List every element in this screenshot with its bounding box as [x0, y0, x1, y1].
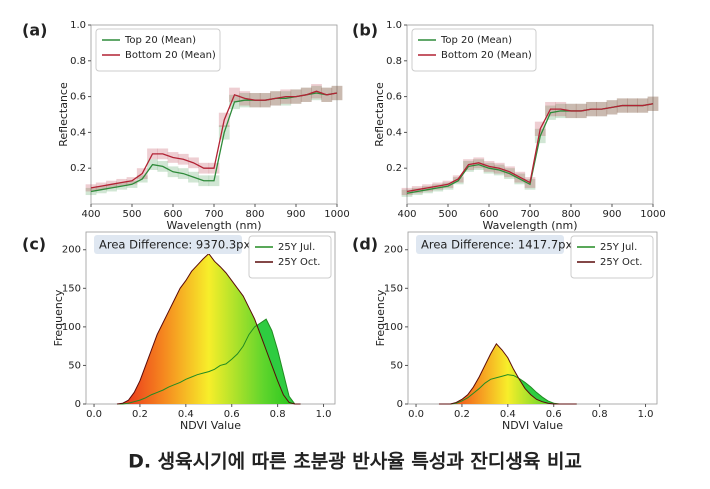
x-tick-label: 0.0 [408, 409, 424, 420]
annotation-box [94, 235, 242, 254]
y-tick-label: 0.6 [70, 92, 86, 103]
x-tick-label: 500 [438, 209, 457, 220]
panel-label: (c) [22, 235, 46, 254]
x-tick-label: 0.4 [178, 409, 194, 420]
y-tick-label: 150 [62, 283, 81, 294]
x-tick-label: 0.2 [454, 409, 470, 420]
y-tick-label: 0.4 [70, 127, 86, 138]
x-tick-label: 1.0 [638, 409, 654, 420]
y-tick-label: 200 [384, 245, 403, 256]
x-tick-label: 0.6 [224, 409, 240, 420]
x-axis-label: Wavelength (nm) [166, 219, 261, 232]
x-tick-label: 600 [163, 209, 182, 220]
y-tick-label: 0.4 [386, 127, 402, 138]
caption: D. 생육시기에 따른 초분광 반사율 특성과 잔디생육 비교 [128, 451, 582, 473]
y-tick-label: 0.8 [70, 56, 86, 67]
x-tick-label: 0.8 [592, 409, 608, 420]
series-line [438, 343, 577, 405]
y-tick-label: 100 [384, 322, 403, 333]
legend-box [95, 28, 221, 72]
x-axis-label: NDVI Value [502, 419, 563, 432]
y-axis-label: Reflectance [373, 82, 386, 147]
series-line [116, 318, 301, 405]
annotation: Area Difference: 1417.7px [421, 238, 572, 252]
x-tick-label: 900 [286, 209, 305, 220]
x-tick-label: 700 [204, 209, 223, 220]
y-tick-label: 1.0 [70, 20, 86, 31]
legend-label: Top 20 (Mean) [124, 35, 196, 46]
legend-box [411, 28, 537, 72]
legend-label: Top 20 (Mean) [440, 35, 512, 46]
x-axis-label: Wavelength (nm) [482, 219, 577, 232]
x-tick-label: 1000 [324, 209, 349, 220]
panel-label: (b) [352, 21, 378, 40]
x-axis-label: NDVI Value [180, 419, 241, 432]
x-tick-label: 0.8 [270, 409, 286, 420]
x-tick-label: 600 [479, 209, 498, 220]
x-tick-label: 0.0 [86, 409, 102, 420]
y-tick-label: 50 [390, 360, 403, 371]
series-line [90, 90, 338, 189]
y-tick-label: 0.8 [386, 56, 402, 67]
x-tick-label: 500 [122, 209, 141, 220]
y-tick-label: 0 [397, 399, 403, 410]
legend-label: 25Y Jul. [278, 242, 315, 253]
x-tick-label: 1.0 [316, 409, 332, 420]
legend-label: Bottom 20 (Mean) [441, 50, 532, 61]
panel-label: (d) [352, 235, 378, 254]
y-tick-label: 0.2 [386, 163, 402, 174]
series-area [116, 253, 301, 404]
y-tick-label: 0 [75, 399, 81, 410]
y-axis-label: Reflectance [57, 82, 70, 147]
x-tick-label: 800 [561, 209, 580, 220]
y-tick-label: 200 [62, 245, 81, 256]
x-tick-label: 700 [520, 209, 539, 220]
y-tick-label: 0.2 [70, 163, 86, 174]
y-tick-label: 100 [62, 322, 81, 333]
x-tick-label: 0.6 [546, 409, 562, 420]
x-tick-label: 800 [245, 209, 264, 220]
x-tick-label: 1000 [640, 209, 665, 220]
series-line [406, 103, 654, 193]
x-tick-label: 900 [602, 209, 621, 220]
y-tick-label: 150 [384, 283, 403, 294]
x-tick-label: 0.2 [132, 409, 148, 420]
x-tick-label: 400 [397, 209, 416, 220]
legend-label: Bottom 20 (Mean) [125, 50, 216, 61]
x-tick-label: 400 [81, 209, 100, 220]
annotation-box [416, 235, 564, 254]
y-axis-label: Frequency [374, 289, 387, 346]
x-tick-label: 0.4 [500, 409, 516, 420]
series-line [438, 374, 577, 405]
series-area [438, 343, 577, 404]
legend-label: 25Y Jul. [600, 242, 637, 253]
y-tick-label: 0.6 [386, 92, 402, 103]
panel-label: (a) [22, 21, 47, 40]
y-tick-label: 50 [68, 360, 81, 371]
y-axis-label: Frequency [52, 289, 65, 346]
y-tick-label: 1.0 [386, 20, 402, 31]
legend-label: 25Y Oct. [600, 257, 642, 268]
legend-label: 25Y Oct. [278, 257, 320, 268]
annotation: Area Difference: 9370.3px [99, 238, 250, 252]
